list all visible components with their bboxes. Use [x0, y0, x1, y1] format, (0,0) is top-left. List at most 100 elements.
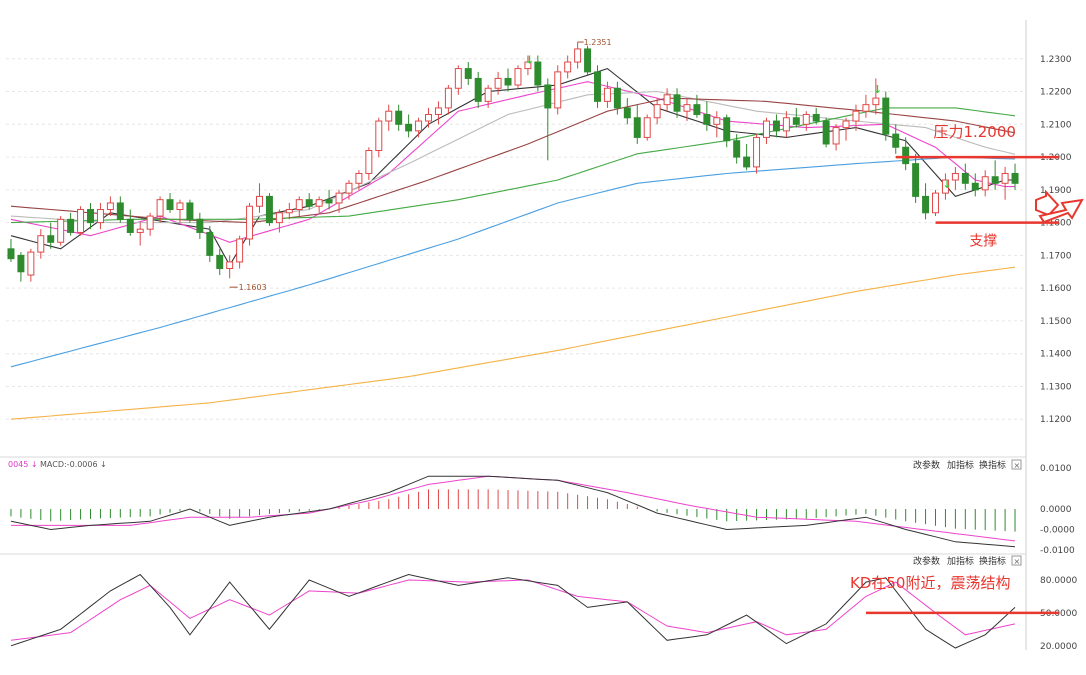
macd-close-button[interactable] [1011, 459, 1022, 470]
candle-body [564, 61, 572, 73]
candle [395, 104, 403, 131]
candle-body [504, 77, 512, 86]
macd-tick-label: -0.0100 [1040, 546, 1075, 556]
high-annotation: 1.2351 [584, 38, 612, 47]
candle [146, 212, 154, 236]
candle [922, 183, 930, 220]
candle-body [653, 104, 661, 119]
candle [961, 163, 969, 190]
right-arrow-icon [1035, 189, 1060, 221]
candle-body [941, 179, 949, 194]
candle [265, 193, 273, 226]
candle [474, 71, 482, 108]
candle-body [87, 209, 94, 224]
candle [77, 206, 85, 236]
candle [106, 196, 114, 217]
candle [295, 196, 303, 217]
candle [763, 117, 770, 144]
candle [812, 107, 820, 125]
candle-body [176, 202, 184, 211]
candle-body [196, 218, 204, 233]
direction-arrows [1035, 189, 1084, 224]
candle [951, 166, 959, 190]
candle-body [961, 172, 969, 184]
candle-body [991, 176, 999, 184]
candle [176, 199, 184, 223]
candle [733, 134, 741, 164]
candle-body [524, 61, 532, 70]
candle [96, 202, 104, 230]
candle [673, 88, 681, 118]
candle [17, 252, 25, 282]
candle-body [444, 87, 452, 109]
candle-body [822, 120, 830, 145]
candle-body [256, 195, 263, 207]
macd-button[interactable]: 加指标 [947, 459, 974, 471]
candle [912, 153, 920, 203]
candle [534, 55, 542, 92]
candle-body [166, 199, 174, 211]
kd-annotation: KD在50附近，震荡结构 [850, 574, 1010, 592]
candle-body [743, 156, 751, 168]
candle [305, 193, 313, 210]
candle [206, 225, 214, 262]
candle [275, 209, 283, 233]
price-tick-label: 1.1500 [1040, 317, 1072, 327]
candle [832, 124, 840, 151]
macd-dif-line [10, 475, 1016, 548]
candle [405, 114, 413, 138]
candle-body [792, 117, 800, 125]
price-grid [6, 58, 1026, 420]
candle-body [405, 123, 413, 132]
candle-body [623, 107, 631, 119]
candle [872, 78, 880, 115]
candle [743, 143, 751, 171]
signal-arrow-marker: ↓ [873, 83, 882, 96]
kd-button[interactable]: 加指标 [947, 555, 974, 567]
kd-close-button[interactable] [1011, 555, 1022, 566]
candle [246, 202, 254, 246]
candle-body [415, 120, 423, 132]
macd-tick-label: 0.0100 [1040, 464, 1072, 474]
candle [852, 104, 860, 131]
price-tick-label: 1.1700 [1040, 251, 1072, 261]
candle [683, 98, 691, 122]
candle [425, 107, 432, 128]
candle-body [226, 261, 234, 269]
candle-body [27, 251, 35, 276]
candle [345, 180, 353, 200]
macd-header-value: MACD:-0.0006 ↓ [40, 460, 107, 469]
candle [524, 55, 532, 76]
candle-body [494, 77, 502, 89]
candle-body [862, 104, 870, 112]
candle-body [733, 140, 741, 158]
candle [67, 212, 75, 236]
candle [37, 229, 45, 259]
candle-body [753, 136, 761, 168]
candle [603, 81, 611, 108]
candle [57, 216, 65, 246]
kd-button[interactable]: 换指标 [979, 555, 1006, 567]
candle [862, 94, 870, 118]
candle-body [633, 117, 641, 138]
candle-body [275, 212, 283, 224]
candle-body [425, 113, 432, 122]
kd-button[interactable]: 改参数 [913, 555, 940, 567]
candle-body [57, 218, 65, 243]
signal-arrow-marker: ↓ [942, 178, 951, 191]
candle-body [116, 202, 124, 220]
candle [554, 65, 562, 115]
macd-button[interactable]: 换指标 [979, 459, 1006, 471]
candle-body [971, 182, 979, 191]
candle-body [594, 71, 601, 102]
candle [822, 117, 830, 148]
candle [842, 117, 850, 141]
candle [415, 117, 423, 138]
candle-body [643, 117, 651, 138]
candle-body [1011, 172, 1019, 184]
macd-button[interactable]: 改参数 [913, 459, 940, 471]
candle-body [434, 107, 442, 115]
price-tick-label: 1.2200 [1040, 88, 1072, 98]
candle [723, 114, 731, 148]
